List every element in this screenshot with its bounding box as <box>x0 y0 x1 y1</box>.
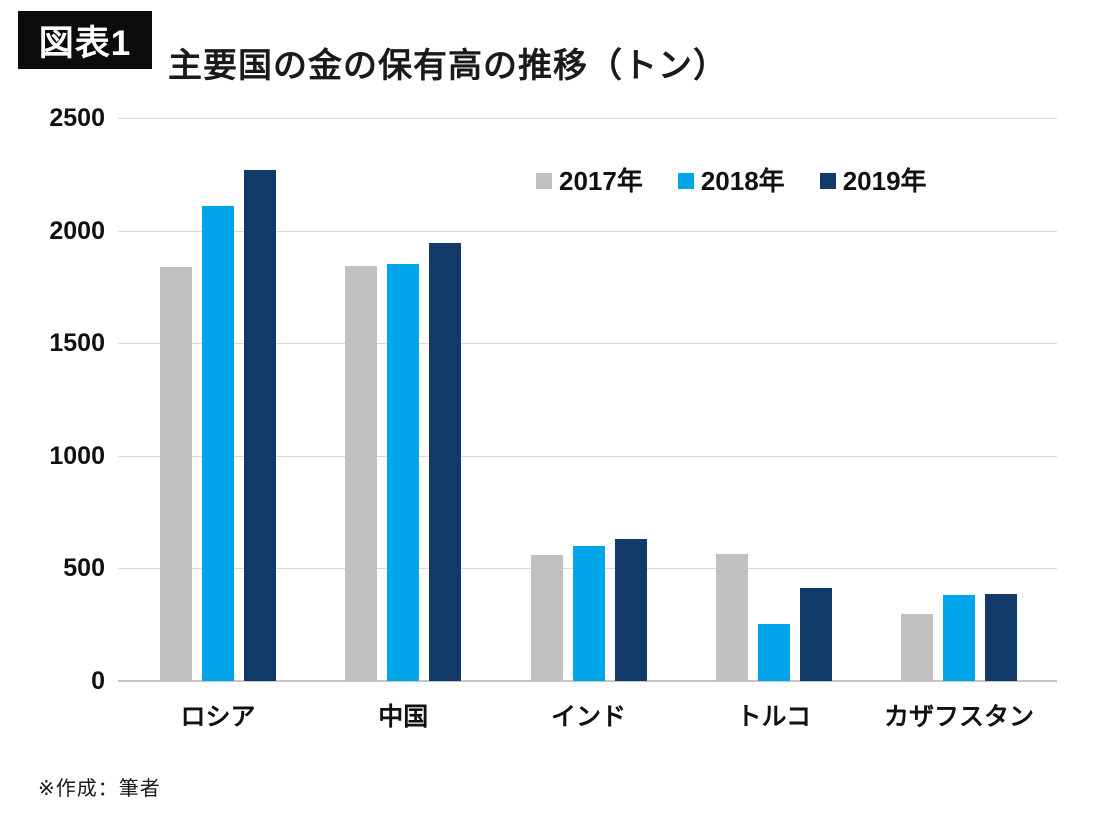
bar-トルコ-2017年 <box>715 553 748 681</box>
bar-トルコ-2018年 <box>757 623 790 681</box>
y-tick-label-500: 500 <box>63 554 105 582</box>
legend-label: 2018年 <box>700 166 785 196</box>
gridline-2000 <box>118 230 1057 232</box>
bar-カザフスタン-2018年 <box>943 594 975 681</box>
bar-ロシア-2019年 <box>244 170 276 681</box>
bar-中国-2017年 <box>345 266 378 681</box>
legend-item-2017年: 2017年 <box>536 168 643 194</box>
bar-中国-2019年 <box>429 242 462 681</box>
bar-インド-2018年 <box>572 546 605 681</box>
chart-legend: 2017年 2018年 2019年 <box>536 168 962 194</box>
y-tick-label-1500: 1500 <box>49 329 105 357</box>
x-axis-line <box>118 680 1057 682</box>
x-category-label-インド: インド <box>550 703 626 731</box>
source-footnote: ※作成：筆者 <box>38 778 161 800</box>
legend-label: 2019年 <box>842 166 927 196</box>
bar-インド-2019年 <box>614 538 647 681</box>
legend-marker-icon <box>677 173 694 189</box>
legend-marker-icon <box>819 173 836 189</box>
legend-item-2019年: 2019年 <box>819 166 927 196</box>
legend-item-2018年: 2018年 <box>677 166 785 196</box>
figure-number-badge: 図表1 <box>18 11 152 69</box>
bar-インド-2017年 <box>530 555 563 681</box>
bar-ロシア-2017年 <box>160 267 192 681</box>
page-title: 主要国の金の保有高の推移（トン） <box>168 47 728 86</box>
legend-marker-icon <box>536 173 552 189</box>
x-category-label-カザフスタン: カザフスタン <box>883 703 1034 731</box>
y-tick-label-2500: 2500 <box>49 104 105 132</box>
gridline-1000 <box>118 455 1057 457</box>
x-category-label-中国: 中国 <box>378 703 429 731</box>
legend-label: 2017年 <box>559 166 643 196</box>
y-tick-label-0: 0 <box>91 666 105 695</box>
x-category-label-トルコ: トルコ <box>736 703 811 731</box>
bar-ロシア-2018年 <box>202 205 234 681</box>
y-tick-label-2000: 2000 <box>49 216 105 245</box>
gridline-2500 <box>118 118 1057 119</box>
bar-カザフスタン-2017年 <box>901 613 933 681</box>
bar-カザフスタン-2019年 <box>985 594 1017 681</box>
x-category-label-ロシア: ロシア <box>180 703 256 731</box>
bar-トルコ-2019年 <box>799 588 832 681</box>
gridline-1500 <box>118 343 1057 344</box>
bar-中国-2018年 <box>387 264 420 681</box>
y-tick-label-1000: 1000 <box>49 441 105 470</box>
